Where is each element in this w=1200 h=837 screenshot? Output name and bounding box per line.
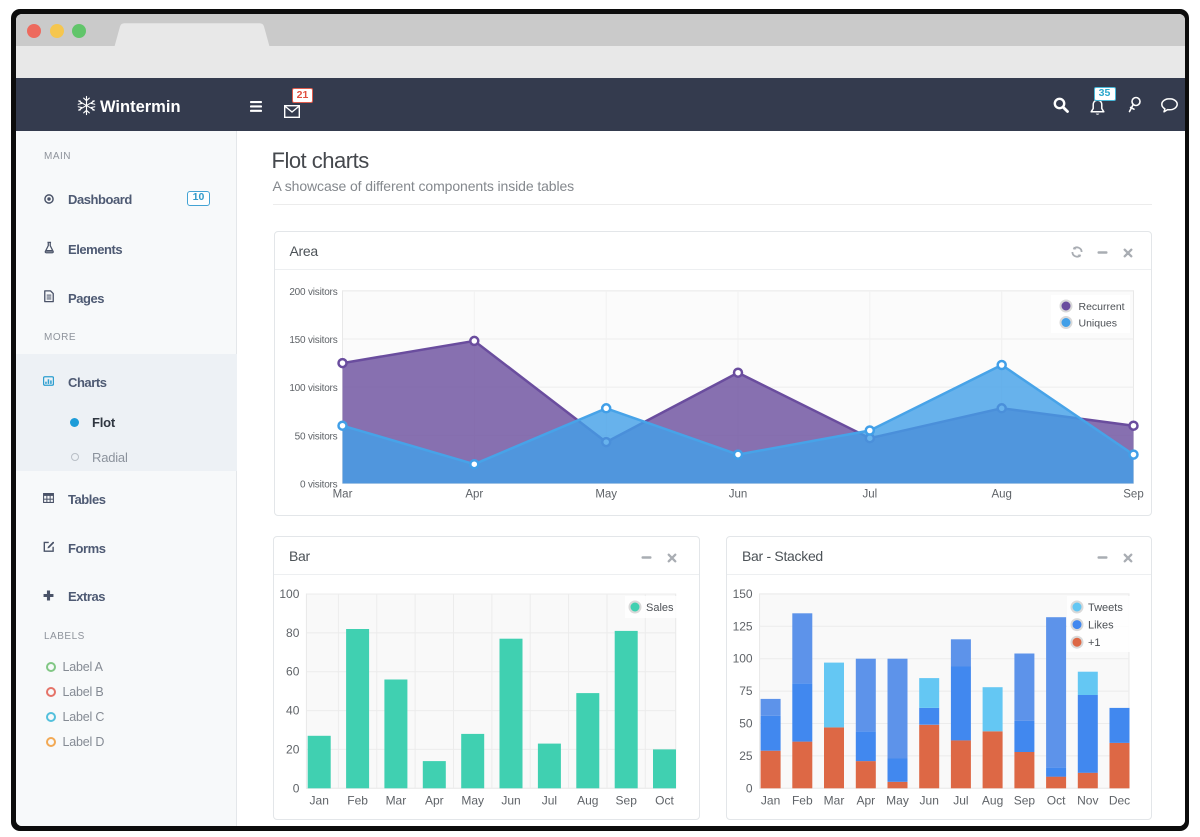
svg-text:0: 0	[293, 781, 300, 795]
svg-text:Jul: Jul	[542, 793, 557, 807]
svg-text:Jun: Jun	[920, 793, 939, 807]
svg-text:Apr: Apr	[425, 793, 444, 807]
svg-text:40: 40	[286, 703, 300, 717]
svg-text:Recurrent: Recurrent	[1078, 301, 1124, 313]
svg-text:125: 125	[733, 619, 753, 633]
svg-text:Jun: Jun	[501, 793, 520, 807]
svg-text:Feb: Feb	[792, 793, 813, 807]
svg-text:Mar: Mar	[332, 489, 352, 501]
svg-text:80: 80	[286, 626, 300, 640]
svg-text:Dec: Dec	[1109, 793, 1130, 807]
svg-text:60: 60	[286, 664, 300, 678]
svg-text:Mar: Mar	[824, 793, 845, 807]
svg-text:Jan: Jan	[310, 793, 329, 807]
svg-text:Sales: Sales	[646, 602, 674, 614]
svg-text:150 visitors: 150 visitors	[289, 335, 337, 346]
svg-text:Jan: Jan	[761, 793, 780, 807]
svg-text:Sep: Sep	[1014, 793, 1036, 807]
svg-text:Sep: Sep	[616, 793, 638, 807]
svg-text:Oct: Oct	[1047, 793, 1066, 807]
svg-text:May: May	[886, 793, 909, 807]
svg-text:Likes: Likes	[1088, 619, 1114, 631]
svg-text:Uniques: Uniques	[1078, 318, 1117, 330]
svg-text:100: 100	[733, 651, 753, 665]
svg-text:+1: +1	[1088, 637, 1101, 649]
svg-text:Oct: Oct	[655, 793, 674, 807]
svg-text:150: 150	[733, 587, 753, 601]
svg-text:25: 25	[739, 749, 753, 763]
svg-text:Apr: Apr	[465, 489, 483, 501]
svg-text:50: 50	[739, 716, 753, 730]
svg-text:Jun: Jun	[728, 489, 747, 501]
svg-text:Mar: Mar	[386, 793, 407, 807]
svg-text:Nov: Nov	[1077, 793, 1098, 807]
svg-text:Aug: Aug	[982, 793, 1003, 807]
svg-text:Sep: Sep	[1123, 489, 1143, 501]
svg-text:75: 75	[739, 684, 753, 698]
svg-text:Feb: Feb	[347, 793, 368, 807]
svg-text:200 visitors: 200 visitors	[289, 287, 337, 298]
svg-text:100 visitors: 100 visitors	[289, 383, 337, 394]
svg-text:May: May	[461, 793, 484, 807]
svg-text:20: 20	[286, 742, 300, 756]
svg-text:Jul: Jul	[862, 489, 877, 501]
svg-text:0 visitors: 0 visitors	[300, 480, 338, 491]
svg-text:Aug: Aug	[577, 793, 598, 807]
svg-text:Tweets: Tweets	[1088, 602, 1123, 614]
svg-text:50 visitors: 50 visitors	[294, 432, 337, 443]
svg-text:100: 100	[279, 587, 299, 601]
svg-text:Aug: Aug	[991, 489, 1011, 501]
svg-text:Jul: Jul	[953, 793, 968, 807]
svg-text:0: 0	[746, 781, 753, 795]
svg-text:May: May	[595, 489, 617, 501]
svg-text:Apr: Apr	[856, 793, 875, 807]
